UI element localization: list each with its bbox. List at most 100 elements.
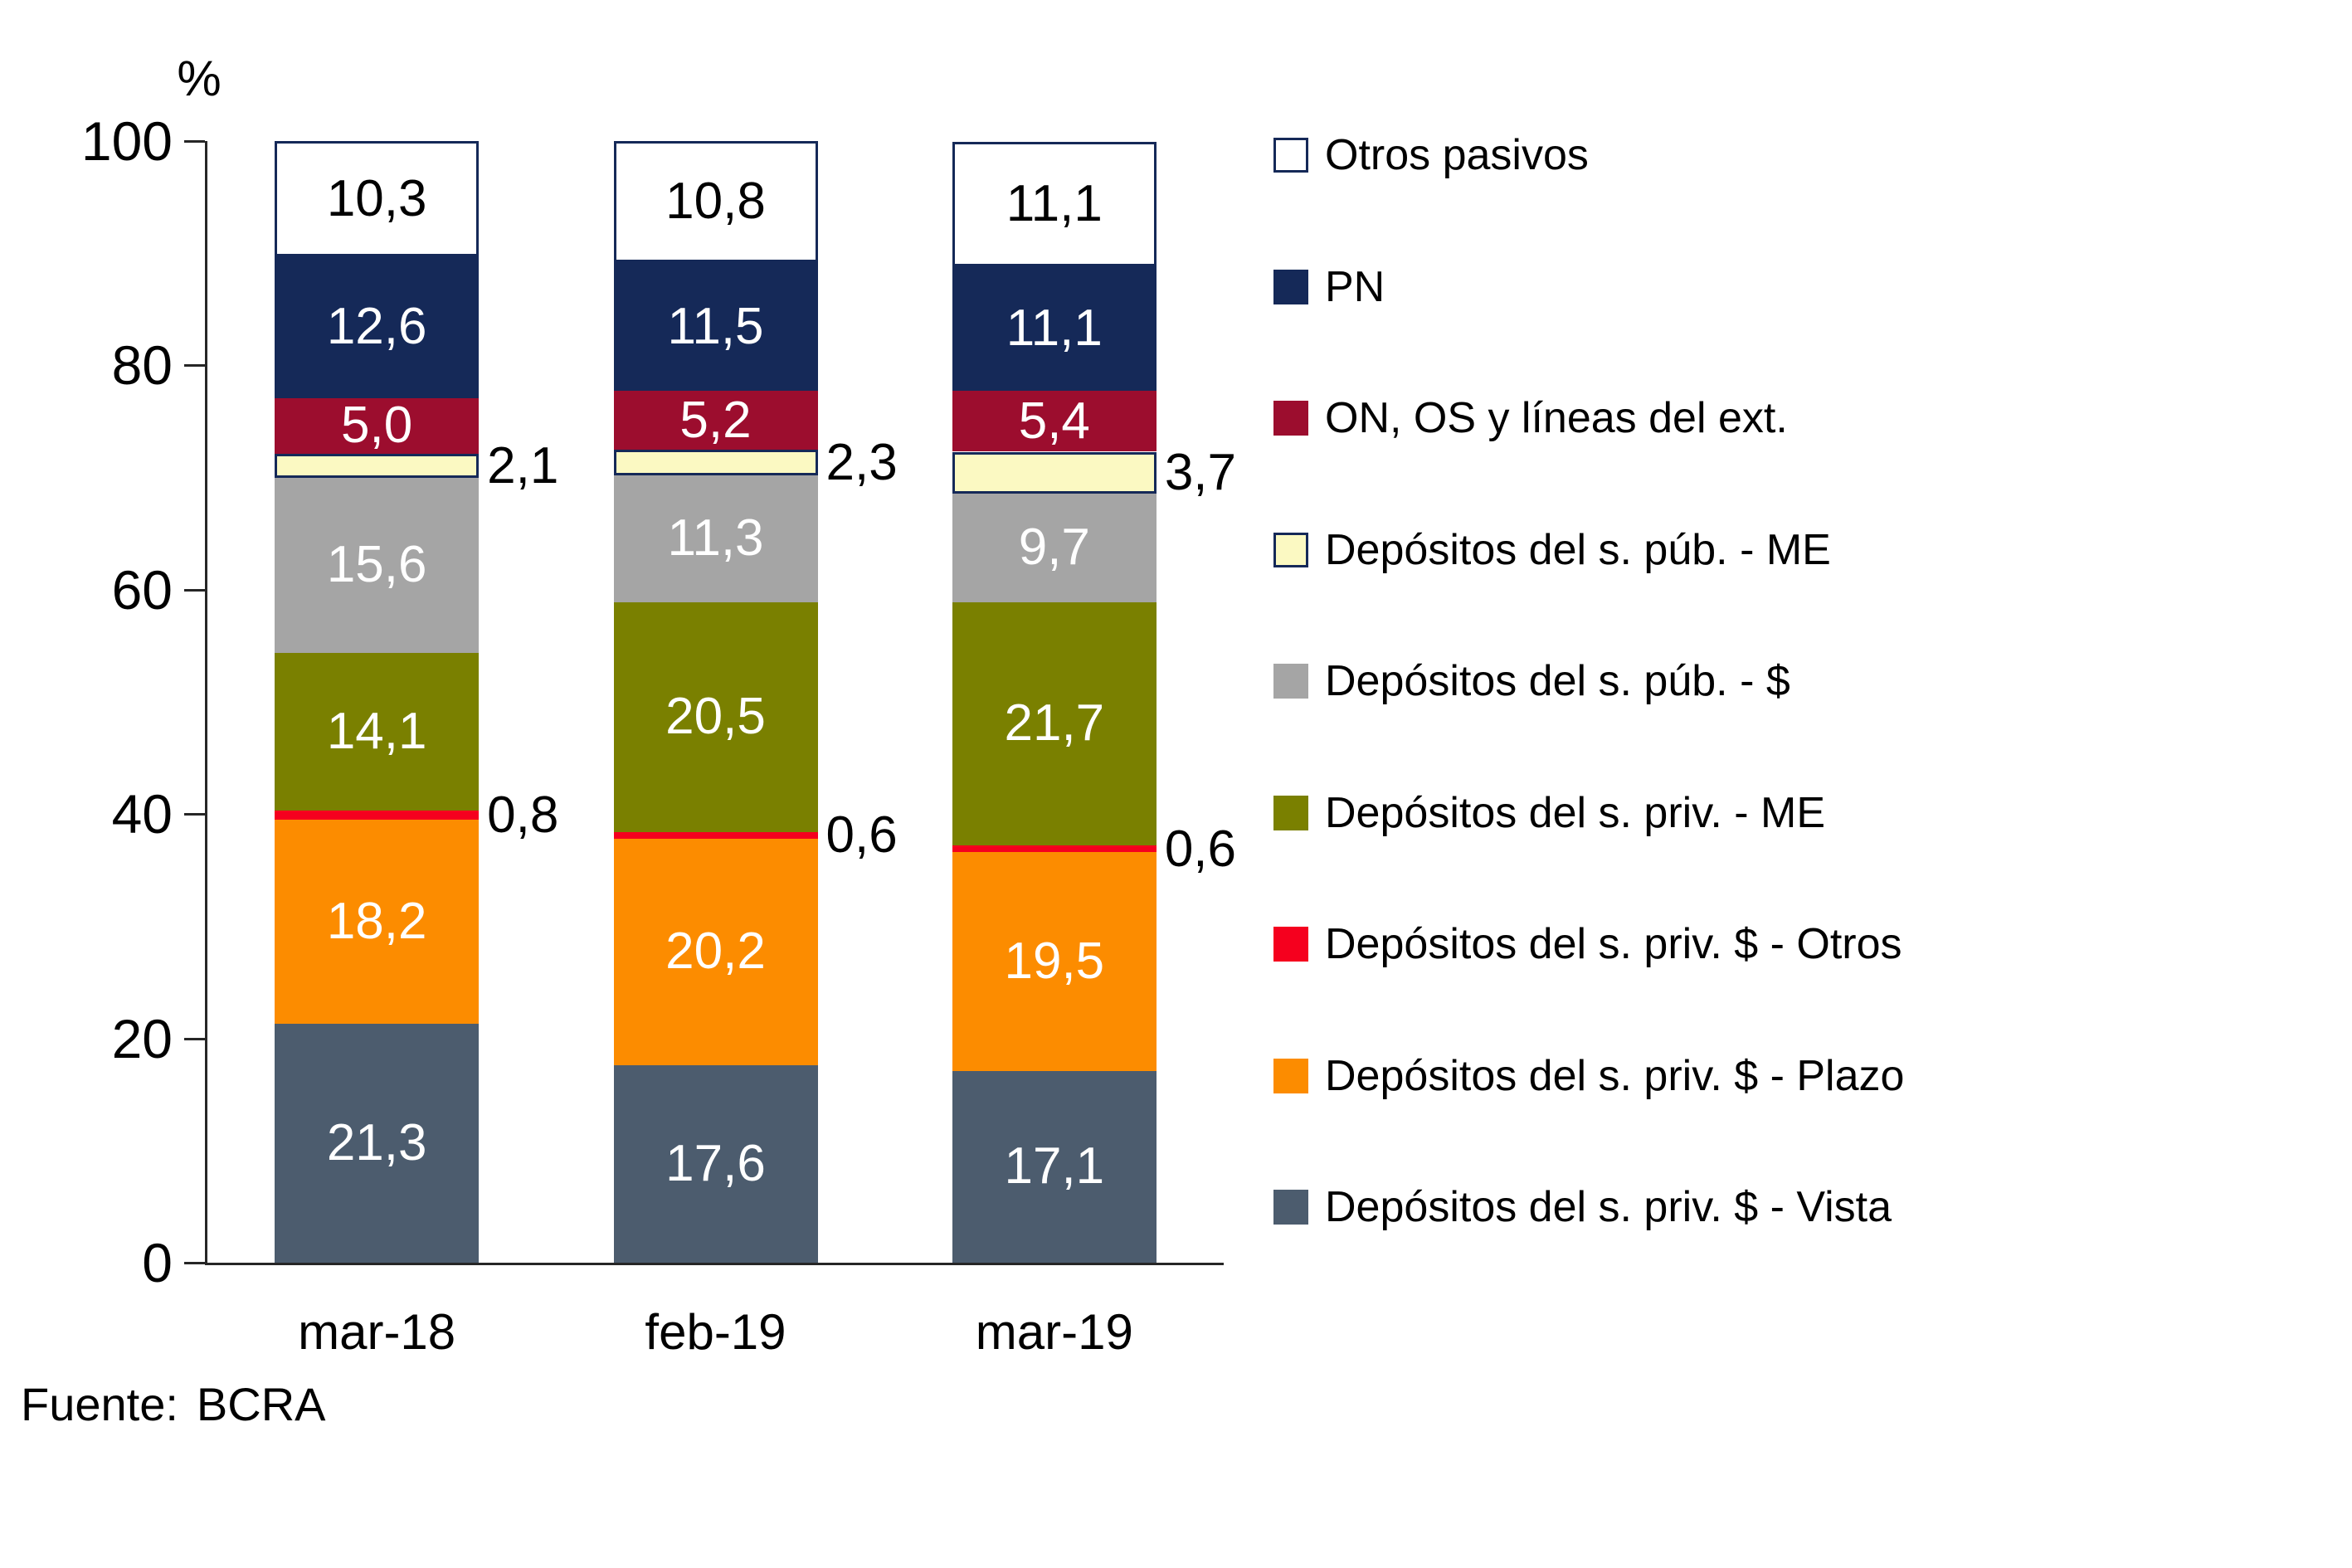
x-category-label: feb-19 <box>645 1304 786 1360</box>
bar-segment: 5,2 <box>613 391 818 450</box>
legend-label: Depósitos del s. priv. $ - Otros <box>1325 920 1902 968</box>
bar-value-label: 10,8 <box>665 173 766 230</box>
bar-segment: 17,6 <box>613 1065 818 1263</box>
legend-item: Depósitos del s. priv. $ - Otros <box>1273 918 1902 971</box>
bar-segment <box>952 845 1157 853</box>
bar-segment <box>275 454 480 478</box>
bar-value-label: 17,6 <box>665 1135 766 1193</box>
bar-segment <box>613 449 818 475</box>
legend-swatch-icon <box>1273 927 1308 962</box>
legend-label: ON, OS y líneas del ext. <box>1325 394 1788 442</box>
legend-item: Otros pasivos <box>1273 129 1589 182</box>
bar-value-label: 18,2 <box>326 892 427 950</box>
bar-segment <box>613 831 818 839</box>
legend-label: PN <box>1325 262 1385 311</box>
bar-value-label: 11,3 <box>667 509 764 567</box>
bar-value-label-outside: 2,3 <box>825 433 898 491</box>
bar-value-label: 5,2 <box>679 391 752 449</box>
legend-swatch-icon <box>1273 401 1308 436</box>
bar-segment: 5,0 <box>275 397 480 455</box>
bar-segment: 10,3 <box>275 141 480 257</box>
y-axis-line <box>205 141 207 1265</box>
bar-segment: 10,8 <box>613 141 818 263</box>
bar-value-label: 5,0 <box>341 397 413 455</box>
bar-segment: 9,7 <box>952 493 1157 602</box>
bar-segment <box>275 811 480 820</box>
bar-value-label-outside: 0,8 <box>487 786 559 845</box>
legend-item: Depósitos del s. priv. - ME <box>1273 786 1825 840</box>
bar-value-label: 10,3 <box>326 169 427 227</box>
x-category-label: mar-18 <box>298 1304 456 1360</box>
y-tick-mark <box>184 364 205 368</box>
legend-swatch-icon <box>1273 138 1308 173</box>
bar-segment: 18,2 <box>275 819 480 1025</box>
legend-swatch-icon <box>1273 1190 1308 1225</box>
bar-segment: 12,6 <box>275 256 480 398</box>
legend-swatch-icon <box>1273 795 1308 830</box>
legend-label: Depósitos del s. púb. - ME <box>1325 525 1831 574</box>
legend-label: Depósitos del s. priv. $ - Plazo <box>1325 1051 1905 1100</box>
bar-segment: 11,3 <box>613 475 818 602</box>
bar-segment: 5,4 <box>952 391 1157 452</box>
legend-swatch-icon <box>1273 664 1308 699</box>
y-tick-label: 80 <box>111 334 173 397</box>
bar-value-label: 11,5 <box>667 297 764 355</box>
legend-item: Depósitos del s. priv. $ - Plazo <box>1273 1049 1904 1103</box>
legend-item: ON, OS y líneas del ext. <box>1273 392 1788 445</box>
source-label: Fuente: <box>21 1378 178 1430</box>
bar-segment: 21,3 <box>275 1024 480 1263</box>
bar-value-label-outside: 2,1 <box>487 436 559 494</box>
y-tick-label: 60 <box>111 558 173 621</box>
legend-swatch-icon <box>1273 1058 1308 1093</box>
bar-segment: 14,1 <box>275 652 480 811</box>
bar-segment: 19,5 <box>952 852 1157 1071</box>
bar-value-label-outside: 3,7 <box>1164 444 1237 502</box>
legend-label: Otros pasivos <box>1325 131 1589 179</box>
source-value: BCRA <box>196 1378 326 1430</box>
legend-item: Depósitos del s. púb. - $ <box>1273 655 1790 708</box>
bar-value-label: 20,2 <box>665 923 766 981</box>
bar-value-label: 11,1 <box>1006 175 1103 233</box>
bar-value-label: 14,1 <box>326 702 427 760</box>
bar-segment: 15,6 <box>275 477 480 653</box>
y-tick-label: 0 <box>142 1232 173 1293</box>
bar-value-label: 20,5 <box>665 688 766 746</box>
bar-segment: 20,5 <box>613 601 818 832</box>
y-tick-mark <box>184 1262 205 1264</box>
legend-label: Depósitos del s. priv. $ - Vista <box>1325 1183 1892 1231</box>
legend-swatch-icon <box>1273 532 1308 567</box>
bar-segment: 11,5 <box>613 262 818 392</box>
bar-segment: 11,1 <box>952 266 1157 392</box>
bar-segment: 20,2 <box>613 838 818 1066</box>
y-tick-mark <box>184 588 205 592</box>
bar-value-label: 21,3 <box>326 1114 427 1171</box>
bar-value-label: 15,6 <box>326 536 427 594</box>
bar-value-label: 19,5 <box>1004 932 1105 990</box>
bar-value-label: 5,4 <box>1018 392 1090 450</box>
legend-item: Depósitos del s. púb. - ME <box>1273 523 1831 577</box>
bar-segment: 17,1 <box>952 1070 1157 1263</box>
y-tick-mark <box>184 1037 205 1040</box>
bar-value-label-outside: 0,6 <box>825 806 898 864</box>
y-tick-label: 20 <box>111 1007 173 1069</box>
bar-segment: 11,1 <box>952 142 1157 267</box>
bar-value-label: 11,1 <box>1006 299 1103 358</box>
bar-value-label: 9,7 <box>1018 519 1090 577</box>
bar-value-label-outside: 0,6 <box>1164 820 1237 878</box>
bar-value-label: 17,1 <box>1004 1137 1105 1195</box>
y-axis-unit-label: % <box>177 51 222 106</box>
bar-segment: 21,7 <box>952 601 1157 846</box>
legend-label: Depósitos del s. púb. - $ <box>1325 657 1790 705</box>
source-note: Fuente: BCRA <box>21 1377 326 1432</box>
legend-item: PN <box>1273 261 1385 314</box>
x-category-label: mar-19 <box>975 1304 1133 1360</box>
bar-value-label: 21,7 <box>1004 694 1105 752</box>
bar-segment <box>952 451 1157 494</box>
y-tick-mark <box>184 813 205 816</box>
legend-label: Depósitos del s. priv. - ME <box>1325 788 1826 837</box>
legend-swatch-icon <box>1273 269 1308 304</box>
y-tick-mark <box>184 140 205 143</box>
legend-item: Depósitos del s. priv. $ - Vista <box>1273 1181 1892 1234</box>
x-axis-line <box>205 1263 1224 1265</box>
